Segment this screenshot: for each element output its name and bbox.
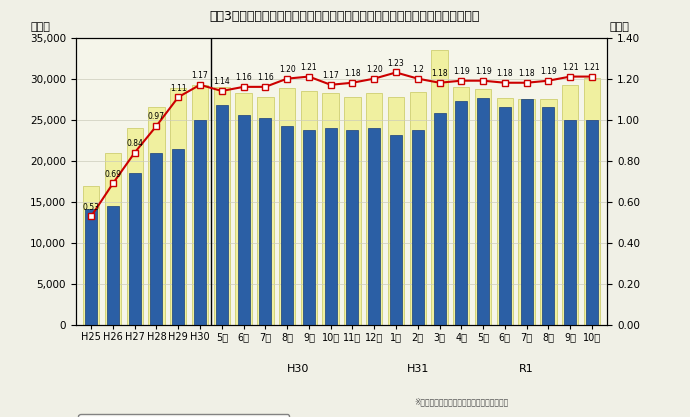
Bar bbox=[107, 206, 119, 325]
Bar bbox=[518, 99, 535, 325]
Text: 1.18: 1.18 bbox=[518, 69, 535, 78]
Text: 1.17: 1.17 bbox=[322, 71, 339, 80]
Text: 1.20: 1.20 bbox=[366, 65, 382, 74]
Text: 0.84: 0.84 bbox=[126, 139, 143, 148]
Text: 1.16: 1.16 bbox=[235, 73, 252, 82]
Bar bbox=[540, 99, 557, 325]
Bar bbox=[237, 115, 250, 325]
Bar bbox=[366, 93, 382, 325]
Bar bbox=[325, 128, 337, 325]
Bar bbox=[455, 101, 467, 325]
Bar bbox=[235, 93, 252, 325]
Text: 1.16: 1.16 bbox=[257, 73, 274, 82]
Bar bbox=[322, 93, 339, 325]
Bar bbox=[301, 91, 317, 325]
Text: （倍）: （倍） bbox=[610, 22, 630, 32]
Bar bbox=[390, 136, 402, 325]
Bar bbox=[431, 50, 448, 325]
Text: （図3）有効求人数･有効求職者数、有効求人倍率（季調値）の推移【沖縄県】: （図3）有効求人数･有効求職者数、有効求人倍率（季調値）の推移【沖縄県】 bbox=[210, 10, 480, 23]
Bar bbox=[148, 108, 165, 325]
Bar bbox=[564, 120, 576, 325]
Bar bbox=[172, 148, 184, 325]
Text: 1.19: 1.19 bbox=[475, 67, 491, 76]
Bar bbox=[105, 153, 121, 325]
Text: H31: H31 bbox=[406, 364, 429, 374]
Text: 1.18: 1.18 bbox=[344, 69, 361, 78]
Text: 0.53: 0.53 bbox=[83, 203, 99, 212]
Text: ※資料出所：沖縄労働局「労働市場の動き」: ※資料出所：沖縄労働局「労働市場の動き」 bbox=[414, 397, 509, 407]
Bar bbox=[586, 120, 598, 325]
Bar bbox=[497, 98, 513, 325]
Bar bbox=[83, 186, 99, 325]
Bar bbox=[303, 131, 315, 325]
Bar bbox=[129, 173, 141, 325]
Text: 1.18: 1.18 bbox=[431, 69, 448, 78]
Text: 1.14: 1.14 bbox=[213, 78, 230, 86]
Bar bbox=[453, 87, 469, 325]
Legend: 有効求人数（左目盛）, 有効求職者数（左目盛）, 有効求人倍率（右目盛）: 有効求人数（左目盛）, 有効求職者数（左目盛）, 有効求人倍率（右目盛） bbox=[79, 414, 289, 417]
Bar bbox=[477, 98, 489, 325]
Text: 1.20: 1.20 bbox=[279, 65, 295, 74]
Text: 1.21: 1.21 bbox=[562, 63, 578, 72]
Bar bbox=[216, 105, 228, 325]
Bar bbox=[521, 99, 533, 325]
Text: 1.19: 1.19 bbox=[453, 67, 470, 76]
Text: 1.18: 1.18 bbox=[497, 69, 513, 78]
Bar bbox=[499, 108, 511, 325]
Bar bbox=[346, 130, 358, 325]
Bar bbox=[562, 85, 578, 325]
Bar bbox=[85, 208, 97, 325]
Bar bbox=[150, 153, 162, 325]
Bar bbox=[192, 85, 208, 325]
Bar bbox=[257, 97, 273, 325]
Text: R1: R1 bbox=[520, 364, 534, 374]
Bar bbox=[279, 88, 295, 325]
Text: （人）: （人） bbox=[31, 22, 50, 32]
Text: 0.97: 0.97 bbox=[148, 113, 165, 121]
Bar bbox=[475, 89, 491, 325]
Text: 1.21: 1.21 bbox=[584, 63, 600, 72]
Bar bbox=[170, 88, 186, 325]
Bar bbox=[584, 78, 600, 325]
Text: H30: H30 bbox=[287, 364, 309, 374]
Text: 1.17: 1.17 bbox=[192, 71, 208, 80]
Bar bbox=[281, 126, 293, 325]
Bar bbox=[368, 128, 380, 325]
Text: 1.23: 1.23 bbox=[388, 59, 404, 68]
Bar bbox=[388, 97, 404, 325]
Text: 0.69: 0.69 bbox=[104, 170, 121, 179]
Bar bbox=[412, 130, 424, 325]
Text: 1.11: 1.11 bbox=[170, 84, 186, 93]
Text: 1.19: 1.19 bbox=[540, 67, 557, 76]
Bar bbox=[542, 108, 554, 325]
Bar bbox=[433, 113, 446, 325]
Bar bbox=[259, 118, 271, 325]
Bar bbox=[194, 120, 206, 325]
Bar bbox=[214, 87, 230, 325]
Bar bbox=[410, 92, 426, 325]
Text: 1.21: 1.21 bbox=[301, 63, 317, 72]
Text: 1.2: 1.2 bbox=[412, 65, 424, 74]
Bar bbox=[344, 97, 361, 325]
Bar bbox=[126, 128, 143, 325]
